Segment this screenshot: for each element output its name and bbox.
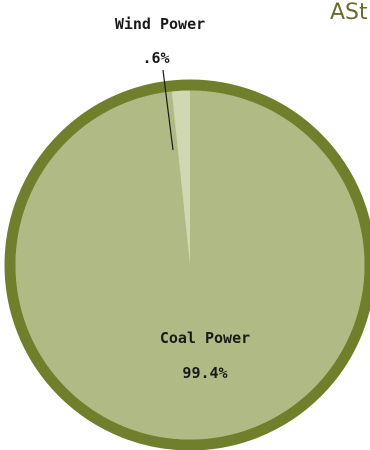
coal-label: Coal Power — [160, 329, 250, 347]
wind-value: .6% — [142, 49, 169, 67]
wind-leader-line — [162, 69, 174, 151]
slice-coal-power — [15, 90, 365, 440]
slice-wind-power — [171, 90, 190, 265]
chart-title-fragment: ASt — [330, 0, 368, 25]
coal-value: 99.4% — [182, 364, 227, 382]
wind-label: Wind Power — [115, 15, 205, 33]
